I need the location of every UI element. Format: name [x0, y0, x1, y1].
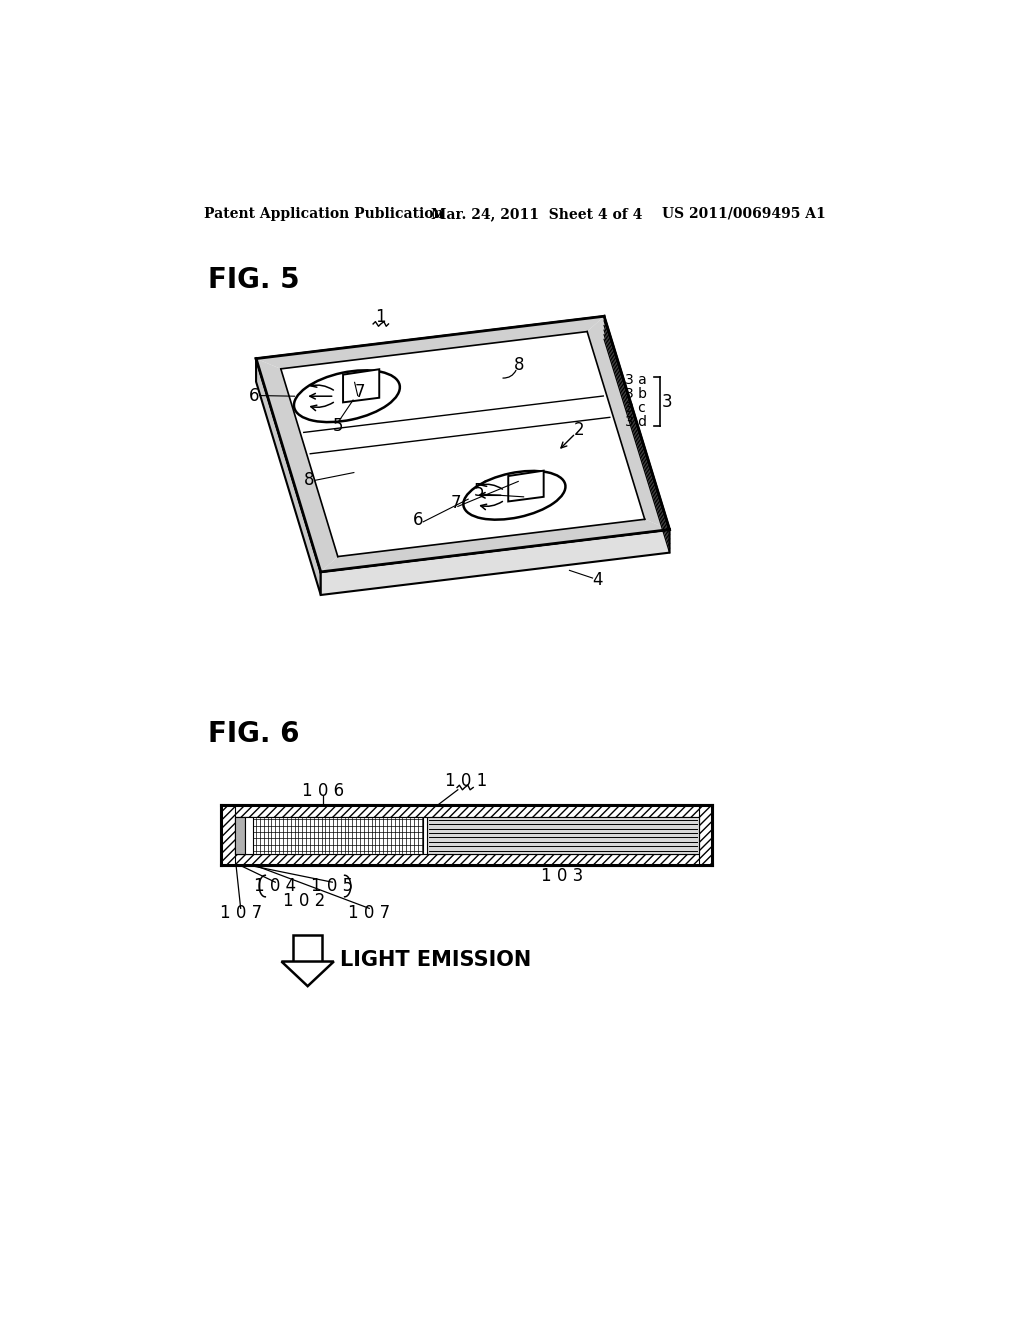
Text: 8: 8 [304, 471, 314, 490]
Text: 7: 7 [354, 384, 366, 401]
Text: 1 0 7: 1 0 7 [219, 904, 262, 921]
Text: 3 c: 3 c [625, 401, 646, 414]
Polygon shape [256, 359, 321, 595]
Bar [221, 854, 712, 866]
Text: 1 0 2: 1 0 2 [284, 892, 326, 911]
Text: 1 0 1: 1 0 1 [445, 772, 487, 789]
Text: 3 b: 3 b [625, 387, 647, 401]
Polygon shape [343, 370, 379, 403]
Bar [234, 817, 246, 854]
Text: 1 0 3: 1 0 3 [541, 867, 583, 884]
Text: 5: 5 [333, 417, 344, 436]
Text: FIG. 5: FIG. 5 [208, 267, 299, 294]
Bar [427, 817, 698, 854]
Bar [246, 817, 253, 854]
Polygon shape [256, 359, 338, 572]
Polygon shape [256, 317, 670, 572]
Text: 1: 1 [376, 308, 386, 326]
Text: 7: 7 [451, 495, 461, 512]
Text: 1 0 5: 1 0 5 [311, 876, 353, 895]
Text: 3: 3 [662, 393, 673, 411]
Text: Mar. 24, 2011  Sheet 4 of 4: Mar. 24, 2011 Sheet 4 of 4 [431, 207, 642, 220]
Bar [234, 817, 423, 854]
Text: 4: 4 [593, 572, 603, 589]
Text: 3 a: 3 a [625, 374, 646, 387]
Bar [293, 935, 323, 961]
Polygon shape [508, 471, 544, 502]
Text: 6: 6 [249, 387, 259, 404]
Text: 6: 6 [414, 511, 424, 529]
Text: 3 d: 3 d [625, 414, 647, 429]
Text: LIGHT EMISSION: LIGHT EMISSION [340, 950, 531, 970]
Polygon shape [282, 961, 334, 986]
Bar [698, 805, 712, 866]
Text: US 2011/0069495 A1: US 2011/0069495 A1 [662, 207, 825, 220]
Ellipse shape [294, 371, 399, 422]
Text: 5: 5 [473, 482, 484, 500]
Polygon shape [321, 519, 670, 572]
Bar [221, 805, 234, 866]
Text: 2: 2 [573, 421, 584, 440]
Text: 1 0 4: 1 0 4 [254, 876, 296, 895]
Bar [221, 805, 712, 817]
Text: 8: 8 [514, 356, 524, 374]
Bar [221, 805, 712, 866]
Ellipse shape [463, 471, 565, 520]
Text: 1 0 6: 1 0 6 [302, 783, 344, 800]
Polygon shape [256, 317, 604, 368]
Polygon shape [587, 317, 670, 529]
Text: FIG. 6: FIG. 6 [208, 721, 299, 748]
Text: 1 0 7: 1 0 7 [348, 904, 390, 921]
Text: Patent Application Publication: Patent Application Publication [204, 207, 443, 220]
Polygon shape [321, 529, 670, 595]
